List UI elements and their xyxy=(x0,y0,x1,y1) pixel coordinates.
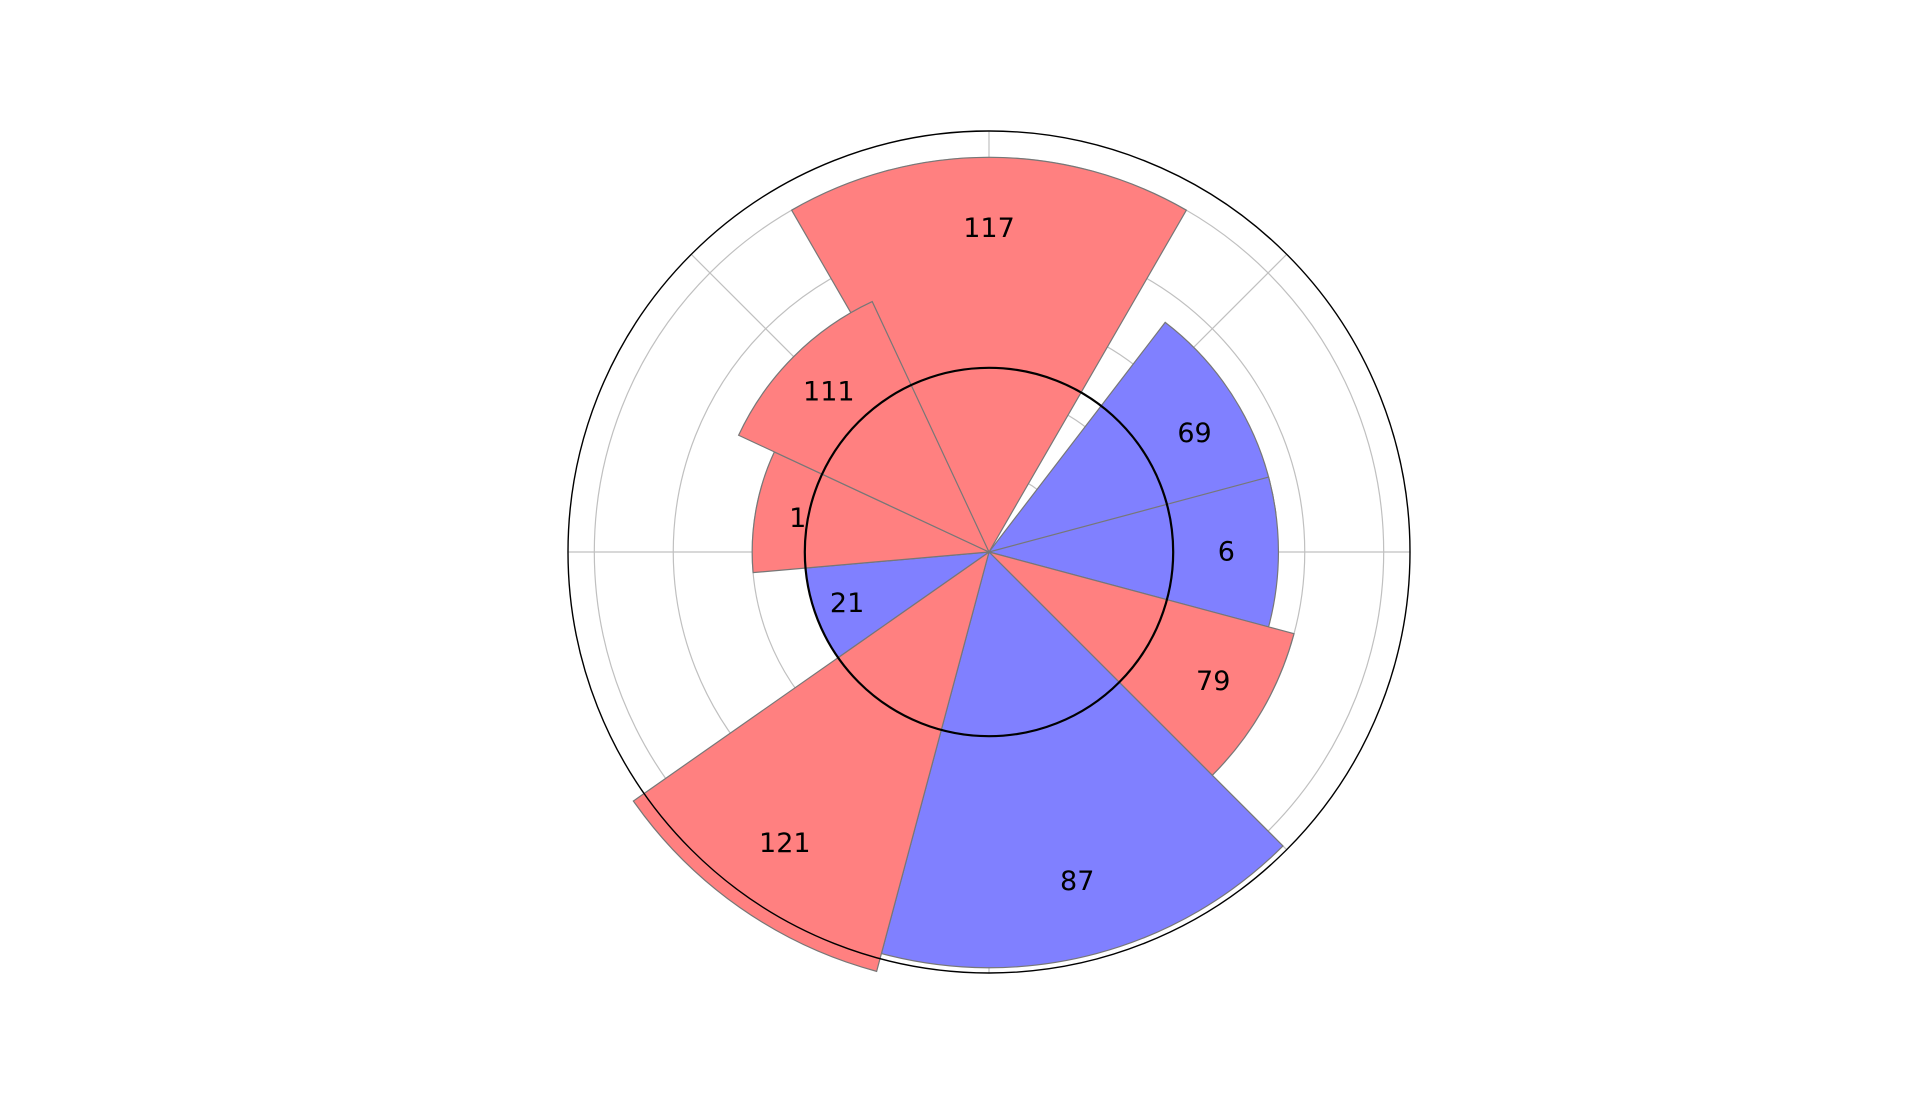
bar-label-21: 21 xyxy=(830,588,864,619)
polar-bar-111 xyxy=(737,300,991,554)
polar-bar-117 xyxy=(790,156,1188,554)
bar-label-121: 121 xyxy=(759,828,811,859)
polar-bar-121 xyxy=(632,550,991,973)
polar-bar-6 xyxy=(986,476,1279,628)
bar-label-69: 69 xyxy=(1177,418,1211,449)
bar-label-6: 6 xyxy=(1218,537,1235,568)
polar-frame xyxy=(567,130,1411,974)
bar-label-117: 117 xyxy=(963,213,1015,244)
bar-label-79: 79 xyxy=(1196,666,1230,697)
polar-bar-87 xyxy=(880,550,1284,969)
bar-label-1: 1 xyxy=(789,503,806,534)
bar-label-111: 111 xyxy=(803,376,855,407)
baseline-circle xyxy=(803,366,1175,738)
polar-bar-1 xyxy=(751,451,992,574)
bar-label-87: 87 xyxy=(1060,866,1094,897)
polar-bar-79 xyxy=(986,550,1295,777)
